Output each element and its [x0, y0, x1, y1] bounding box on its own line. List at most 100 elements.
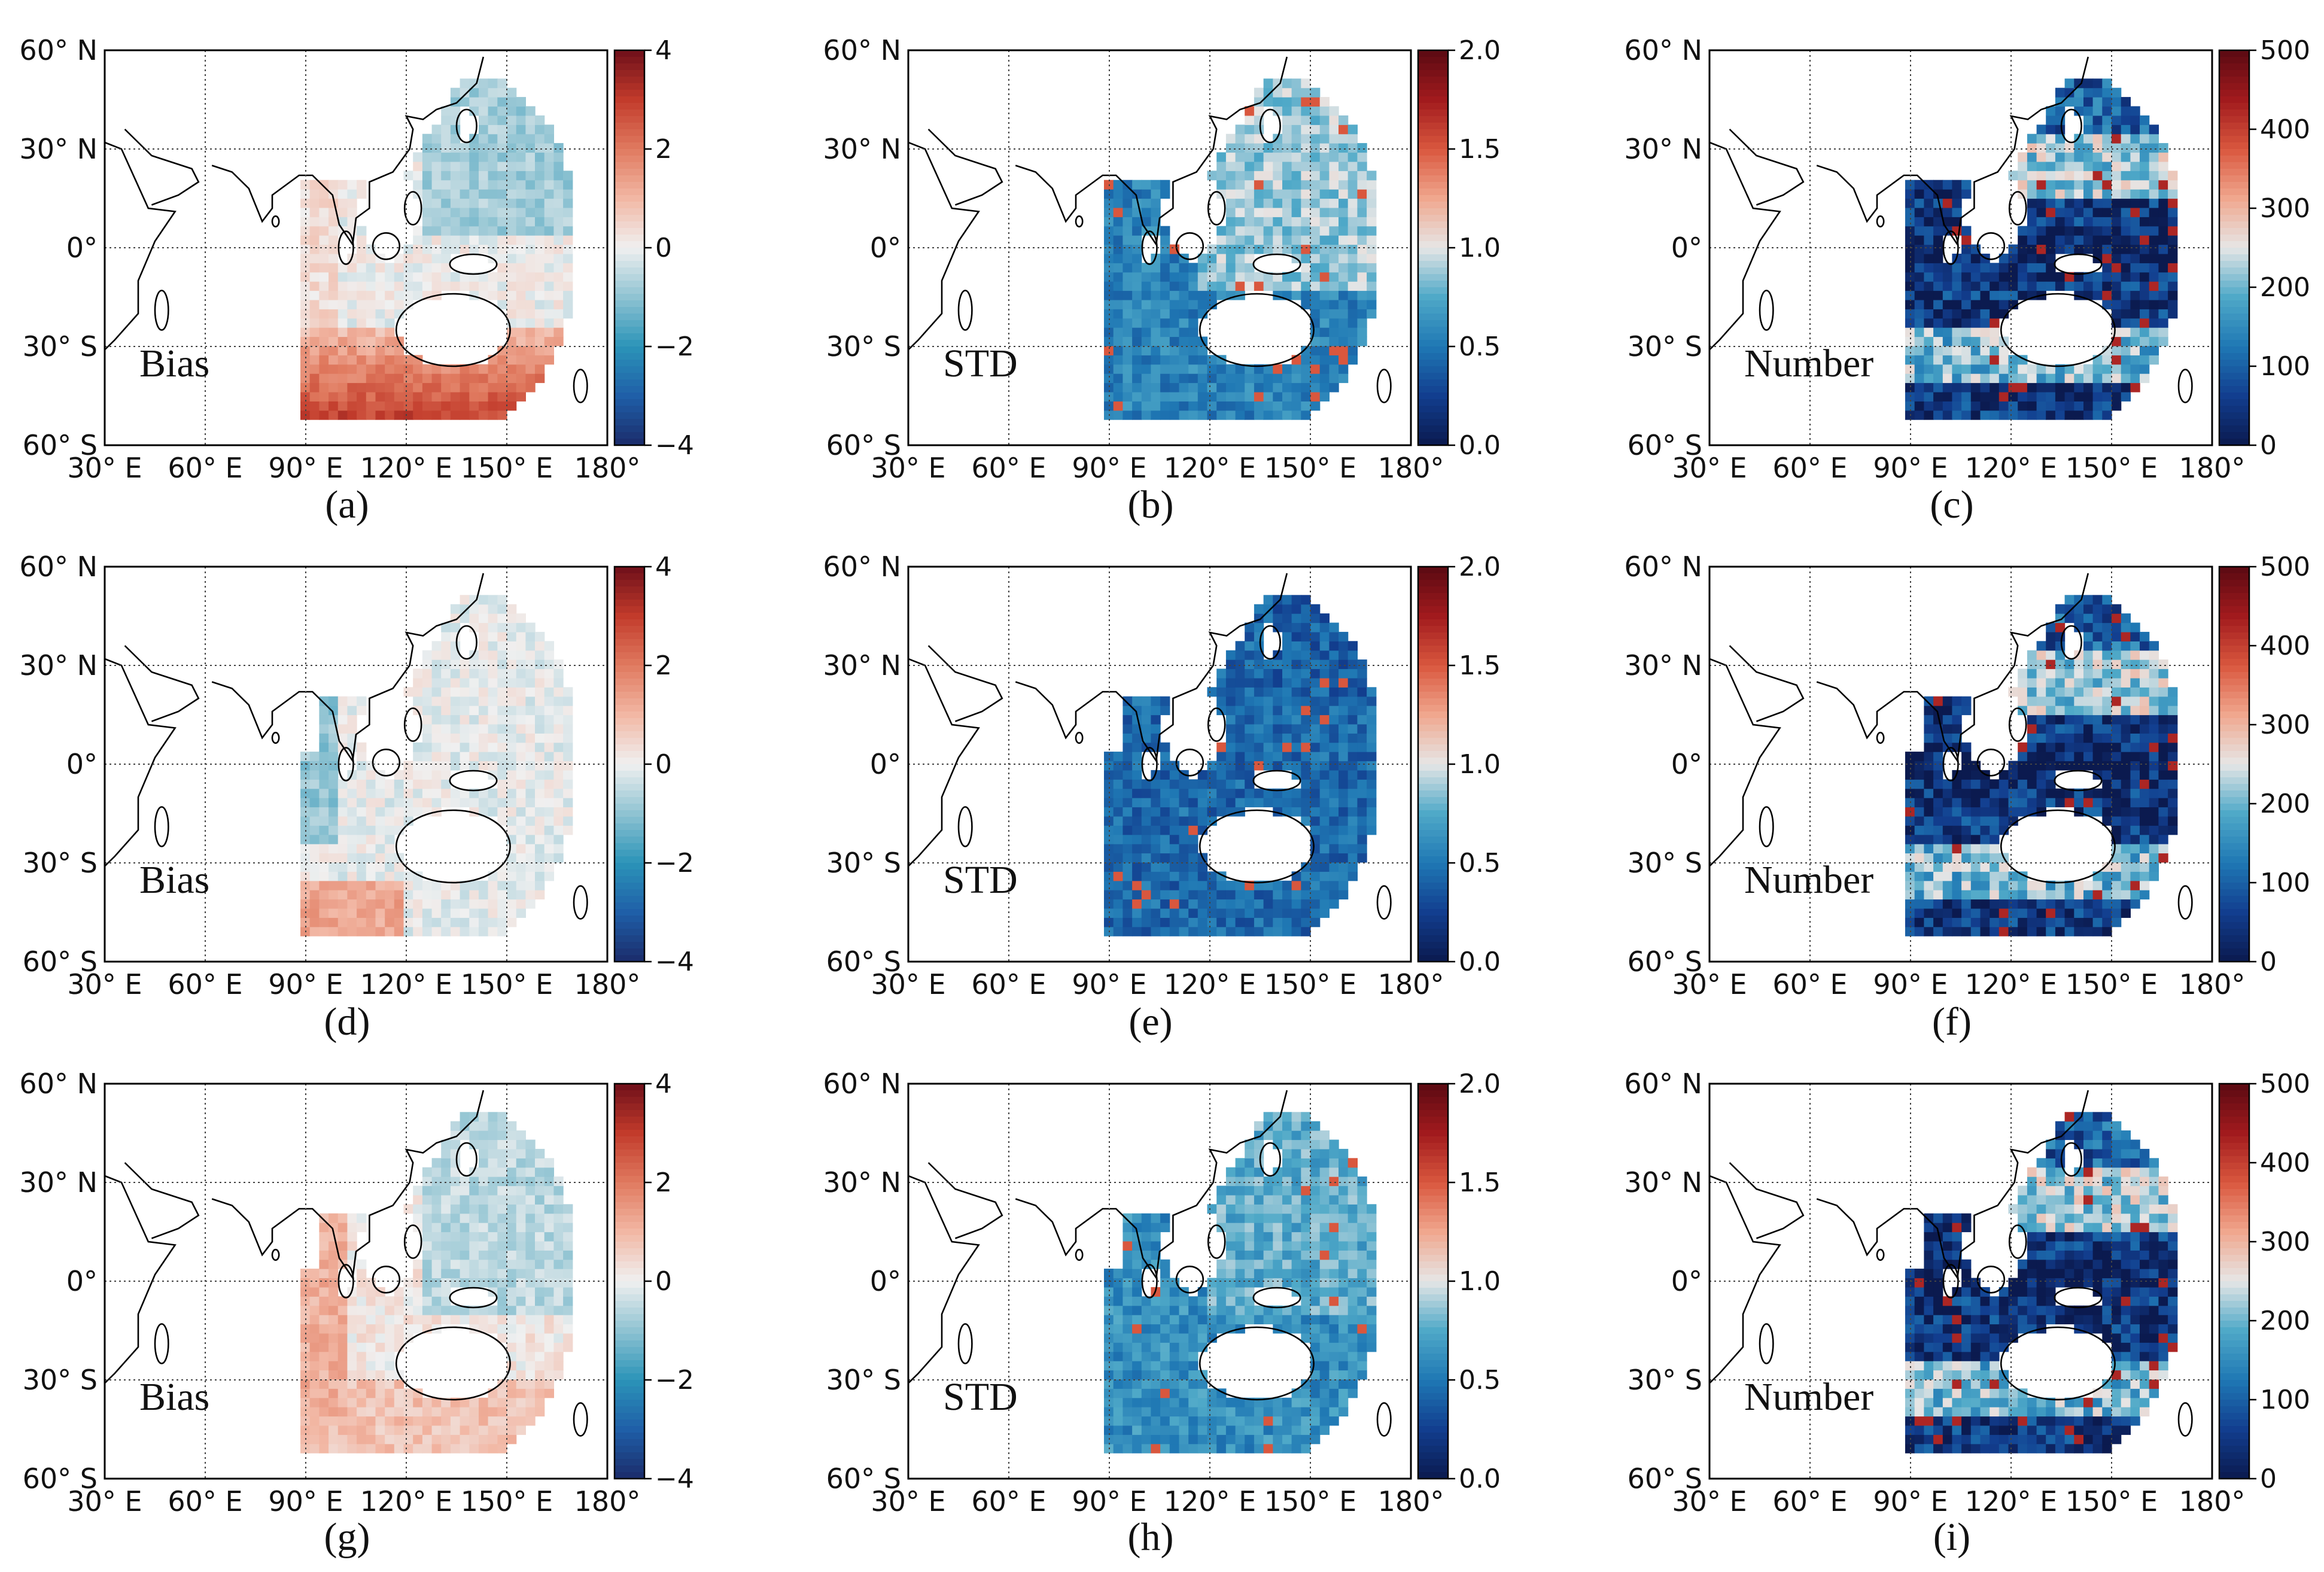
data-cell — [450, 207, 461, 217]
data-cell — [2046, 899, 2056, 909]
data-cell — [2046, 152, 2056, 162]
data-cell — [1169, 798, 1180, 808]
data-cell — [337, 798, 348, 808]
coastline-landmass — [573, 369, 588, 403]
data-cell — [2027, 659, 2037, 670]
data-cell — [1273, 217, 1283, 227]
data-cell — [319, 1213, 329, 1223]
data-cell — [2046, 226, 2056, 236]
data-cell — [1151, 263, 1161, 273]
data-cell — [1151, 410, 1161, 420]
data-cell — [2055, 391, 2066, 402]
data-cell — [2018, 677, 2028, 688]
data-cell — [535, 124, 545, 135]
data-cell — [507, 908, 517, 918]
data-cell — [1245, 198, 1255, 208]
data-cell — [516, 899, 526, 909]
data-cell — [2149, 290, 2159, 300]
data-cell — [2140, 143, 2150, 153]
data-cell — [497, 253, 507, 263]
data-cell — [1291, 742, 1301, 752]
data-cell — [1310, 355, 1321, 365]
data-cell — [1980, 299, 1990, 309]
data-cell — [1188, 834, 1198, 844]
data-cell — [1310, 604, 1321, 614]
data-cell — [1329, 742, 1339, 752]
data-cell — [2092, 641, 2103, 651]
data-cell — [403, 373, 413, 384]
data-cell — [1235, 235, 1245, 245]
data-cell — [2130, 198, 2140, 208]
data-cell — [394, 263, 404, 273]
data-cell — [507, 382, 517, 393]
data-cell — [1291, 595, 1301, 605]
data-cell — [1151, 788, 1161, 798]
data-cell — [2027, 253, 2037, 263]
data-cell — [2092, 788, 2103, 798]
data-cell — [1347, 761, 1358, 771]
data-cell — [2018, 391, 2028, 402]
data-cell — [431, 189, 442, 199]
data-cell — [479, 622, 489, 633]
data-cell — [1123, 723, 1133, 734]
data-cell — [479, 677, 489, 688]
data-cell — [2083, 364, 2094, 374]
data-cell — [2112, 779, 2122, 789]
data-cell — [1357, 770, 1367, 780]
data-cell — [357, 862, 367, 872]
data-cell — [2046, 798, 2056, 808]
data-cell — [1319, 189, 1330, 199]
data-cell — [385, 788, 395, 798]
data-cell — [2112, 391, 2122, 402]
data-cell — [441, 226, 451, 236]
data-cell — [337, 217, 348, 227]
data-cell — [1329, 373, 1339, 384]
data-cell — [1980, 281, 1990, 291]
data-cell — [2092, 217, 2103, 227]
data-cell — [422, 733, 433, 743]
data-cell — [497, 152, 507, 162]
data-cell — [431, 152, 442, 162]
data-cell — [1347, 355, 1358, 365]
data-cell — [2055, 143, 2066, 153]
data-cell — [1942, 723, 1953, 734]
data-cell — [1990, 917, 2000, 928]
data-cell — [497, 926, 507, 936]
data-cell — [497, 391, 507, 402]
data-cell — [497, 272, 507, 282]
data-cell — [2140, 677, 2150, 688]
data-cell — [1141, 917, 1152, 928]
data-cell — [507, 309, 517, 319]
data-cell — [300, 1379, 311, 1389]
data-cell — [366, 926, 376, 936]
data-cell — [1179, 825, 1189, 835]
data-cell — [507, 816, 517, 826]
data-cell — [337, 779, 348, 789]
data-cell — [1216, 917, 1227, 928]
data-cell — [403, 290, 413, 300]
data-cell — [525, 779, 536, 789]
data-cell — [2008, 355, 2018, 365]
colorbar-segment — [1418, 705, 1448, 712]
data-cell — [1905, 770, 1915, 780]
data-cell — [1933, 373, 1943, 384]
data-cell — [516, 235, 526, 245]
colorbar-segment — [1418, 790, 1448, 798]
data-cell — [1339, 770, 1349, 780]
data-cell — [2158, 706, 2168, 716]
data-cell — [460, 382, 470, 393]
data-cell — [1113, 926, 1123, 936]
data-cell — [460, 217, 470, 227]
data-cell — [1225, 696, 1236, 706]
data-cell — [2112, 641, 2122, 651]
data-cell — [535, 761, 545, 771]
data-cell — [525, 706, 536, 716]
data-cell — [2112, 299, 2122, 309]
data-cell — [479, 124, 489, 135]
colorbar-segment — [2219, 346, 2249, 354]
data-cell — [319, 788, 329, 798]
data-cell — [2027, 401, 2037, 411]
data-cell — [441, 687, 451, 697]
data-cell — [497, 752, 507, 762]
colorbar-segment — [615, 876, 644, 883]
